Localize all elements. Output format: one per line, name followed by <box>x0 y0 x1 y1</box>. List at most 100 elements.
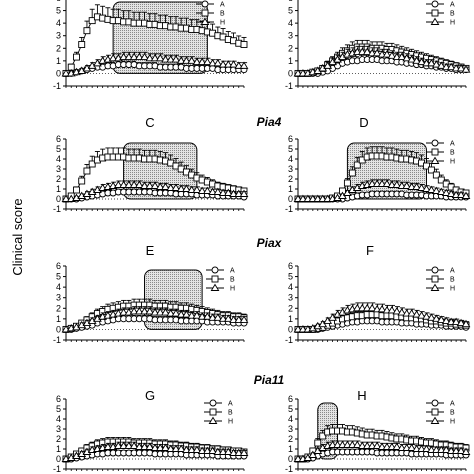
y-tick-label: 0 <box>56 68 61 78</box>
y-tick-label: 1 <box>56 184 61 194</box>
data-point-triangle <box>461 65 471 73</box>
y-tick-label: 5 <box>56 272 61 282</box>
data-point-triangle <box>134 307 144 315</box>
data-point-triangle <box>392 307 402 315</box>
legend-label: A <box>450 2 455 9</box>
legend-label: B <box>450 150 455 157</box>
data-point-triangle <box>192 185 202 193</box>
data-point-triangle <box>129 180 139 188</box>
data-point-triangle <box>166 183 176 191</box>
y-tick-label: 5 <box>56 404 61 414</box>
legend-label: B <box>228 410 233 417</box>
data-point-triangle <box>171 55 181 63</box>
y-tick-label: 5 <box>288 404 293 414</box>
data-point-square <box>78 41 86 48</box>
legend-marker <box>209 399 217 407</box>
data-point-triangle <box>61 194 71 202</box>
data-point-triangle <box>229 60 238 68</box>
legend-marker <box>431 408 439 416</box>
panel-a: -1 0 1 2 3 4 5 6 ABH <box>53 0 249 91</box>
data-point-triangle <box>155 443 165 451</box>
legend-d: ABH <box>426 139 455 166</box>
legend-label: A <box>220 2 225 9</box>
panel-b: -1 0 1 2 3 4 5 6 ABH <box>285 0 471 91</box>
legend-label: H <box>450 159 455 166</box>
data-point-triangle <box>176 56 186 64</box>
data-point-triangle <box>150 308 160 316</box>
legend-marker <box>431 266 439 274</box>
data-point-triangle <box>176 444 186 452</box>
data-point-triangle <box>422 312 431 320</box>
data-point-triangle <box>239 315 249 323</box>
data-point-triangle <box>192 445 202 453</box>
data-point-square <box>432 171 440 179</box>
data-point-triangle <box>397 308 407 316</box>
data-point-triangle <box>145 307 155 315</box>
series-b <box>294 424 470 463</box>
legend-marker <box>209 408 217 416</box>
data-point-triangle <box>461 191 471 199</box>
y-tick-label: 2 <box>56 43 61 53</box>
legend-e: ABH <box>206 266 235 293</box>
legend-marker <box>211 275 219 283</box>
y-tick-label: 0 <box>288 68 293 78</box>
y-tick-label: 0 <box>56 324 61 334</box>
y-tick-label: -1 <box>285 335 293 345</box>
series-h <box>293 440 471 462</box>
data-point-triangle <box>402 53 412 62</box>
y-tick-label: 1 <box>56 56 61 66</box>
data-point-triangle <box>382 179 392 187</box>
y-tick-label: 1 <box>288 444 293 454</box>
data-point-triangle <box>202 312 212 320</box>
data-point-triangle <box>213 313 223 321</box>
data-point-square <box>314 439 322 447</box>
panels-group: -10123456ABH-10123456ABH-10123456C-10123… <box>53 0 471 474</box>
data-point-triangle <box>171 444 181 452</box>
data-point-square <box>88 17 96 25</box>
data-point-triangle <box>140 52 149 61</box>
data-point-triangle <box>166 444 176 452</box>
data-point-triangle <box>134 52 144 61</box>
y-tick-label: 4 <box>288 414 293 424</box>
data-point-triangle <box>308 450 318 458</box>
data-point-triangle <box>223 60 233 68</box>
data-point-triangle <box>223 188 233 196</box>
data-point-triangle <box>176 184 186 192</box>
data-point-triangle <box>422 184 431 192</box>
y-tick-label: 4 <box>288 18 293 28</box>
data-point-triangle <box>150 443 160 451</box>
data-point-triangle <box>129 307 139 315</box>
data-point-triangle <box>208 58 217 67</box>
data-point-triangle <box>134 180 144 188</box>
y-tick-label: 6 <box>288 394 293 404</box>
legend-marker <box>430 283 440 291</box>
data-point-triangle <box>431 60 441 68</box>
data-point-triangle <box>202 57 212 66</box>
data-point-triangle <box>397 52 407 61</box>
y-tick-label: -1 <box>53 335 61 345</box>
data-point-triangle <box>451 317 461 325</box>
series-h <box>61 441 249 462</box>
data-point-triangle <box>155 182 165 190</box>
legend-f: ABH <box>426 266 455 293</box>
y-tick-label: 5 <box>56 144 61 154</box>
row-title-pia4: Pia4 <box>257 115 282 129</box>
data-point-square <box>319 432 327 440</box>
data-point-triangle <box>129 441 139 449</box>
y-tick-label: -1 <box>53 204 61 214</box>
data-point-triangle <box>382 50 392 58</box>
data-point-triangle <box>124 441 134 449</box>
data-point-triangle <box>229 189 238 197</box>
data-point-square <box>348 169 356 177</box>
data-point-triangle <box>234 189 244 197</box>
data-point-triangle <box>427 185 436 193</box>
data-point-triangle <box>119 180 128 188</box>
series-triangle <box>61 180 249 202</box>
data-point-triangle <box>187 56 197 64</box>
y-tick-label: -1 <box>285 81 293 91</box>
data-point-triangle <box>446 62 456 71</box>
legend-label: A <box>450 268 455 275</box>
panel-letter-e: E <box>146 243 155 258</box>
